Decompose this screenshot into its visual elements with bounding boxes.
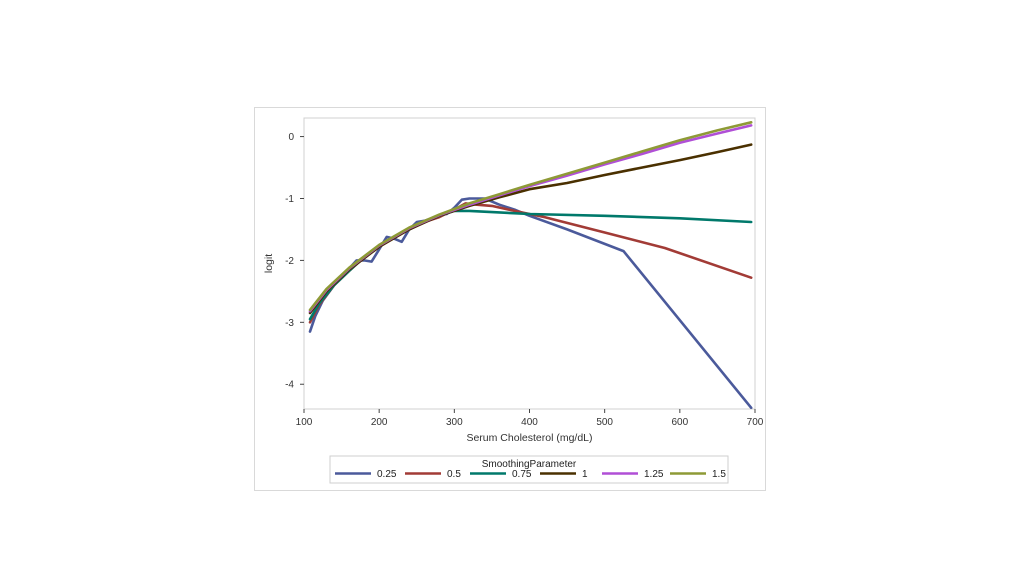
series-line-0-5: [308, 202, 753, 324]
y-axis: 0 -1 -2 -3 -4: [285, 132, 304, 391]
legend-entry-label: 0.75: [512, 469, 532, 480]
series-line-0-75: [308, 209, 753, 321]
x-axis-label: Serum Cholesterol (mg/dL): [466, 432, 592, 444]
y-tick-label: -1: [285, 194, 294, 205]
series-line-1: [308, 143, 753, 315]
legend-title: SmoothingParameter: [482, 459, 577, 470]
y-tick-label: 0: [288, 132, 294, 143]
x-tick-label: 400: [521, 417, 538, 428]
x-tick-label: 100: [296, 417, 313, 428]
x-tick-label: 500: [596, 417, 613, 428]
legend: SmoothingParameter 0.25 0.5 0.75 1 1.25 1.5: [329, 455, 729, 484]
y-axis-label: logit: [263, 254, 275, 273]
x-tick-label: 700: [747, 417, 764, 428]
y-tick-label: -2: [285, 256, 294, 267]
legend-items: 0.25 0.5 0.75 1 1.25 1.5: [335, 469, 726, 480]
legend-entry-label: 1.5: [712, 469, 726, 480]
y-tick-label: -4: [285, 380, 294, 391]
series-layer: [308, 121, 753, 410]
legend-entry-label: 0.5: [447, 469, 461, 480]
legend-box: [329, 455, 729, 484]
x-tick-label: 200: [371, 417, 388, 428]
x-tick-label: 300: [446, 417, 463, 428]
legend-entry-label: 1: [582, 469, 588, 480]
y-tick-label: -3: [285, 318, 294, 329]
legend-entry-label: 0.25: [377, 469, 397, 480]
x-tick-label: 600: [671, 417, 688, 428]
x-axis: 100 200 300 400 500 600 700: [296, 409, 764, 428]
series-line-0-25: [308, 197, 753, 410]
plot-area: [303, 117, 756, 410]
line-chart: 0 -1 -2 -3 -4 100 200 300 400 500 600 700 Serum Ch…: [263, 117, 764, 484]
legend-entry-label: 1.25: [644, 469, 664, 480]
series-line-1-5: [308, 121, 753, 312]
chart-frame: 0 -1 -2 -3 -4 100 200 300 400 500 600 700 Serum Ch…: [254, 107, 766, 491]
